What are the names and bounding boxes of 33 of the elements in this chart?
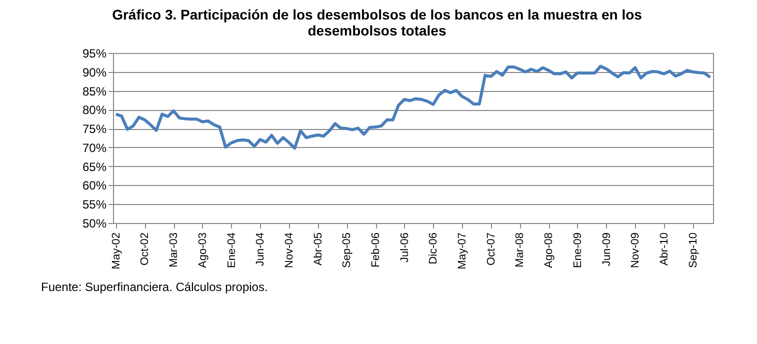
source-note: Fuente: Superfinanciera. Cálculos propios. [41, 280, 268, 294]
x-tick-label: May-07 [456, 232, 469, 270]
x-tick-label: Sep-10 [687, 232, 700, 268]
x-tick-label: Mar-08 [514, 232, 526, 268]
x-tick-label: Feb-06 [370, 232, 382, 268]
y-tick-label: 50% [82, 216, 107, 230]
y-tick-label: 70% [82, 140, 107, 155]
x-tick-label: Ago-03 [196, 232, 209, 268]
x-tick-label: Jul-06 [398, 232, 411, 262]
x-tick-label: May-02 [110, 232, 122, 270]
y-tick-label: 95% [82, 46, 107, 60]
y-tick-label: 60% [82, 178, 107, 193]
x-tick-label: Abr-05 [312, 232, 324, 266]
x-tick-label: Oct-07 [485, 232, 498, 266]
x-tick-label: Sep-05 [341, 232, 354, 268]
y-tick-label: 65% [82, 160, 107, 174]
y-tick-label: 90% [82, 65, 107, 80]
x-tick-label: Dic-06 [428, 232, 440, 264]
y-tick-label: 85% [82, 84, 107, 98]
x-tick-label: Jun-04 [254, 232, 267, 266]
y-tick-label: 55% [82, 198, 107, 212]
x-tick-label: Oct-02 [139, 232, 152, 266]
x-tick-label: Mar-03 [168, 232, 180, 268]
x-tick-label: Nov-04 [283, 232, 296, 268]
x-tick-label: Ago-08 [543, 232, 556, 268]
y-tick-label: 80% [82, 103, 107, 118]
y-tick-label: 75% [82, 122, 107, 136]
x-tick-label: Jun-09 [600, 232, 613, 266]
x-tick-label: Ene-09 [572, 232, 584, 268]
chart-title: Gráfico 3. Participación de los desembolsos de los bancos en la muestra en los desembolsos totales [112, 6, 642, 38]
x-tick-label: Abr-10 [658, 232, 670, 266]
x-tick-label: Nov-09 [630, 232, 642, 268]
x-tick-label: Ene-04 [226, 232, 238, 268]
